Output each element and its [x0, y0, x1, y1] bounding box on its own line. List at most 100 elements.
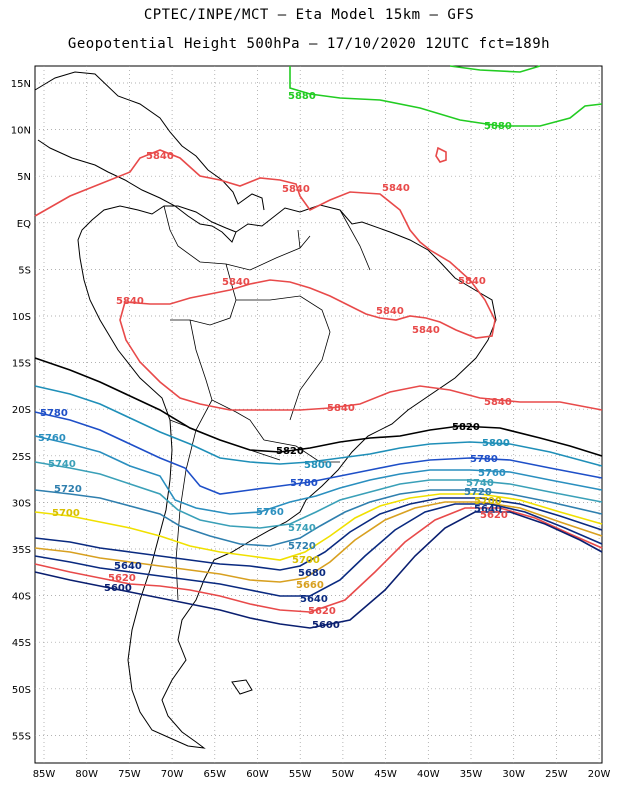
- contour-5660: [34, 501, 603, 583]
- falkland-islands: [231, 679, 253, 695]
- lat-label: 30S: [12, 498, 31, 509]
- contour-5600: [34, 511, 603, 629]
- lat-label: 35S: [12, 545, 31, 556]
- lon-label: 35W: [460, 769, 483, 780]
- label-5840-4: 5840: [222, 277, 250, 288]
- contour-5720: [34, 489, 603, 547]
- central-america-pacific-coast: [37, 139, 237, 243]
- contour-5620: [34, 507, 603, 613]
- lat-label: 20S: [12, 405, 31, 416]
- lon-label: 65W: [203, 769, 226, 780]
- lat-label: 5N: [17, 172, 31, 183]
- contour-5740: [34, 461, 603, 529]
- label-5760-1: 5760: [38, 433, 66, 444]
- latitude-labels: 15N 10N 5N EQ 5S 10S 15S 20S 25S 30S 35S 40S 45S 50S 5…: [11, 79, 31, 742]
- lon-label: 75W: [118, 769, 141, 780]
- central-america-coast: [34, 71, 265, 211]
- lat-label: 45S: [12, 638, 31, 649]
- lat-label: 15S: [12, 359, 31, 370]
- label-5820-1: 5820: [452, 422, 480, 433]
- label-5780-1: 5780: [40, 408, 68, 419]
- label-5720-2: 5720: [464, 487, 492, 498]
- label-5740-2: 5740: [466, 478, 494, 489]
- label-5760-2: 5760: [478, 468, 506, 479]
- lon-label: 55W: [289, 769, 312, 780]
- label-5840-7: 5840: [376, 306, 404, 317]
- label-5840-10: 5840: [484, 397, 512, 408]
- label-5700-1: 5700: [52, 508, 80, 519]
- label-5800-1: 5800: [482, 438, 510, 449]
- graticule: [35, 66, 602, 763]
- label-5840-2: 5840: [282, 184, 310, 195]
- contour-5700: [34, 493, 603, 561]
- contour-5880-b: [449, 65, 541, 73]
- label-5880-2: 5880: [484, 121, 512, 132]
- lon-label: 50W: [332, 769, 355, 780]
- label-5740-1: 5740: [48, 459, 76, 470]
- label-5840-9: 5840: [327, 403, 355, 414]
- contour-5760: [34, 435, 603, 515]
- lon-label: 30W: [502, 769, 525, 780]
- label-5840-3: 5840: [382, 183, 410, 194]
- contour-lines: [34, 65, 603, 629]
- label-5740-3: 5740: [288, 523, 316, 534]
- label-5640-3: 5640: [300, 594, 328, 605]
- lat-label: 55S: [12, 731, 31, 742]
- label-5700-2: 5700: [474, 496, 502, 507]
- contour-labels: 5880 5880 5840 5840 5840 5840 5840 5840 …: [38, 91, 512, 631]
- contour-5800: [34, 385, 603, 467]
- label-5640-1: 5640: [114, 561, 142, 572]
- lon-label: 45W: [374, 769, 397, 780]
- lat-label: EQ: [17, 219, 31, 230]
- lon-label: 70W: [161, 769, 184, 780]
- lon-label: 85W: [33, 769, 56, 780]
- label-5760-3: 5760: [256, 507, 284, 518]
- contour-5680: [34, 497, 603, 571]
- label-5840-6: 5840: [116, 296, 144, 307]
- lat-label: 10S: [12, 312, 31, 323]
- contour-5840-loop: [435, 146, 447, 163]
- contour-5780: [34, 411, 603, 495]
- lon-label: 80W: [75, 769, 98, 780]
- lat-label: 5S: [18, 265, 31, 276]
- label-5880-1: 5880: [288, 91, 316, 102]
- lon-label: 60W: [246, 769, 269, 780]
- label-5840-8: 5840: [412, 325, 440, 336]
- label-5840-1: 5840: [146, 151, 174, 162]
- lat-label: 50S: [12, 685, 31, 696]
- label-5600-2: 5600: [312, 620, 340, 631]
- lon-label: 40W: [417, 769, 440, 780]
- south-america-coast: [77, 204, 497, 749]
- label-5660-1: 5660: [296, 580, 324, 591]
- label-5840-5: 5840: [458, 276, 486, 287]
- label-5600-1: 5600: [104, 583, 132, 594]
- label-5700-3: 5700: [292, 555, 320, 566]
- contour-5820: [34, 357, 603, 457]
- lon-label: 25W: [545, 769, 568, 780]
- label-5720-3: 5720: [288, 541, 316, 552]
- lon-label: 20W: [588, 769, 611, 780]
- label-5720-1: 5720: [54, 484, 82, 495]
- label-5620-1: 5620: [108, 573, 136, 584]
- lat-label: 40S: [12, 592, 31, 603]
- label-5640-2: 5640: [474, 504, 502, 515]
- label-5820-2: 5820: [276, 446, 304, 457]
- title-line-1: CPTEC/INPE/MCT – Eta Model 15km – GFS: [143, 7, 475, 23]
- label-5780-2: 5780: [470, 454, 498, 465]
- title-line-2: Geopotential Height 500hPa – 17/10/2020 …: [67, 36, 551, 52]
- label-5620-2: 5620: [480, 510, 508, 521]
- longitude-labels: 85W 80W 75W 70W 65W 60W 55W 50W 45W 40W 35W 30W 25W 2…: [33, 769, 611, 780]
- plot-frame: [34, 65, 603, 764]
- lat-label: 15N: [11, 79, 31, 90]
- label-5780-3: 5780: [290, 478, 318, 489]
- coastlines: [34, 71, 497, 749]
- contour-5640: [34, 503, 603, 597]
- contour-5840-north: [34, 149, 603, 411]
- lat-label: 10N: [11, 126, 31, 137]
- label-5800-2: 5800: [304, 460, 332, 471]
- label-5680-1: 5680: [298, 568, 326, 579]
- contour-5880-a: [289, 66, 603, 127]
- label-5620-3: 5620: [308, 606, 336, 617]
- lat-label: 25S: [12, 452, 31, 463]
